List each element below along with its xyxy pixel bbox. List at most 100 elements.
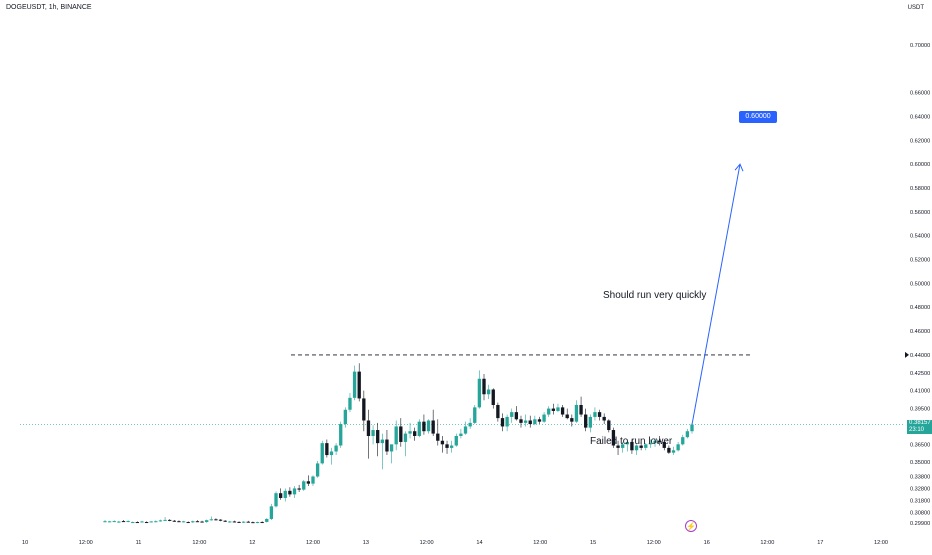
target-trend-line[interactable] [691, 164, 741, 425]
candle-body[interactable] [463, 426, 468, 434]
candle-body[interactable] [362, 398, 366, 421]
candle-body[interactable] [260, 522, 264, 524]
candle-body[interactable] [325, 443, 329, 456]
candle-body[interactable] [639, 445, 643, 448]
candle-body[interactable] [278, 493, 283, 498]
candle-body[interactable] [209, 519, 213, 521]
candle-body[interactable] [186, 522, 190, 524]
candle-body[interactable] [200, 521, 204, 523]
candle-body[interactable] [255, 522, 260, 524]
candle-body[interactable] [611, 430, 616, 446]
candle-body[interactable] [496, 404, 500, 419]
candle-body[interactable] [473, 407, 477, 423]
candle-body[interactable] [107, 521, 112, 523]
target-price-badge[interactable]: 0.60000 [739, 111, 777, 123]
candle-body[interactable] [468, 422, 472, 427]
symbol-title[interactable]: DOGEUSDT, 1h, BINANCE [6, 4, 92, 11]
candle-body[interactable] [311, 476, 315, 484]
candle-body[interactable] [482, 378, 486, 395]
annotation-should-run[interactable]: Should run very quickly [603, 290, 707, 301]
candle-body[interactable] [408, 431, 412, 434]
candle-body[interactable] [602, 416, 606, 421]
candle-body[interactable] [551, 408, 556, 411]
candle-body[interactable] [168, 519, 172, 521]
candle-body[interactable] [413, 431, 417, 436]
candle-body[interactable] [588, 416, 592, 428]
candle-body[interactable] [431, 420, 435, 434]
candle-body[interactable] [329, 451, 334, 456]
candle-body[interactable] [570, 418, 574, 422]
candle-body[interactable] [241, 521, 246, 523]
candle-body[interactable] [315, 463, 320, 477]
candle-body[interactable] [334, 445, 338, 452]
candle-body[interactable] [579, 404, 583, 415]
candle-body[interactable] [339, 424, 343, 446]
candle-body[interactable] [500, 418, 505, 427]
candle-body[interactable] [191, 521, 195, 523]
candle-body[interactable] [676, 444, 680, 451]
candle-body[interactable] [172, 520, 176, 522]
candle-body[interactable] [690, 424, 694, 432]
candle-body[interactable] [274, 493, 278, 507]
candle-body[interactable] [371, 430, 375, 436]
candle-body[interactable] [135, 522, 140, 524]
candle-body[interactable] [584, 414, 588, 428]
candle-body[interactable] [223, 520, 227, 522]
candle-body[interactable] [246, 521, 250, 523]
candle-body[interactable] [657, 440, 662, 442]
candle-body[interactable] [389, 444, 394, 452]
candle-body[interactable] [237, 521, 241, 523]
candle-body[interactable] [117, 521, 121, 523]
candle-body[interactable] [265, 518, 269, 522]
candle-body[interactable] [422, 421, 426, 432]
candle-body[interactable] [366, 420, 371, 436]
candle-body[interactable] [625, 441, 629, 445]
candle-body[interactable] [320, 443, 324, 464]
candle-body[interactable] [269, 506, 274, 519]
candle-body[interactable] [144, 522, 149, 524]
lightning-bolt-icon[interactable]: ⚡ [685, 520, 697, 532]
candle-body[interactable] [667, 447, 671, 453]
candle-body[interactable] [149, 521, 153, 523]
candle-body[interactable] [403, 433, 408, 442]
candle-body[interactable] [445, 444, 449, 448]
candle-body[interactable] [121, 521, 126, 523]
candle-body[interactable] [297, 488, 301, 490]
candle-body[interactable] [214, 519, 218, 521]
candle-body[interactable] [218, 519, 223, 521]
candle-body[interactable] [177, 521, 181, 523]
candle-body[interactable] [376, 430, 380, 444]
candle-body[interactable] [103, 521, 107, 523]
candle-body[interactable] [288, 490, 292, 495]
candle-body[interactable] [158, 520, 163, 522]
candle-body[interactable] [140, 521, 144, 523]
candle-body[interactable] [181, 521, 186, 523]
candle-body[interactable] [154, 521, 158, 523]
candle-body[interactable] [607, 420, 611, 431]
candle-body[interactable] [593, 412, 597, 417]
candle-body[interactable] [352, 371, 357, 398]
candle-body[interactable] [547, 408, 551, 415]
candle-body[interactable] [574, 404, 579, 422]
candle-body[interactable] [510, 412, 514, 417]
candle-body[interactable] [348, 397, 352, 410]
candle-body[interactable] [426, 420, 431, 432]
candle-body[interactable] [560, 407, 565, 415]
candle-body[interactable] [380, 439, 384, 444]
candle-body[interactable] [542, 414, 546, 422]
candle-body[interactable] [556, 407, 560, 411]
candle-body[interactable] [505, 416, 509, 427]
candle-body[interactable] [653, 440, 657, 444]
candle-body[interactable] [514, 412, 519, 420]
candle-body[interactable] [112, 521, 116, 523]
candle-body[interactable] [394, 426, 398, 445]
candle-body[interactable] [537, 419, 542, 422]
candle-body[interactable] [232, 521, 237, 523]
candle-body[interactable] [621, 444, 625, 448]
candle-body[interactable] [205, 520, 209, 523]
candle-body[interactable] [385, 439, 389, 452]
projection-arrow[interactable] [691, 163, 744, 425]
candle-body[interactable] [597, 412, 602, 417]
candle-body[interactable] [616, 445, 620, 448]
